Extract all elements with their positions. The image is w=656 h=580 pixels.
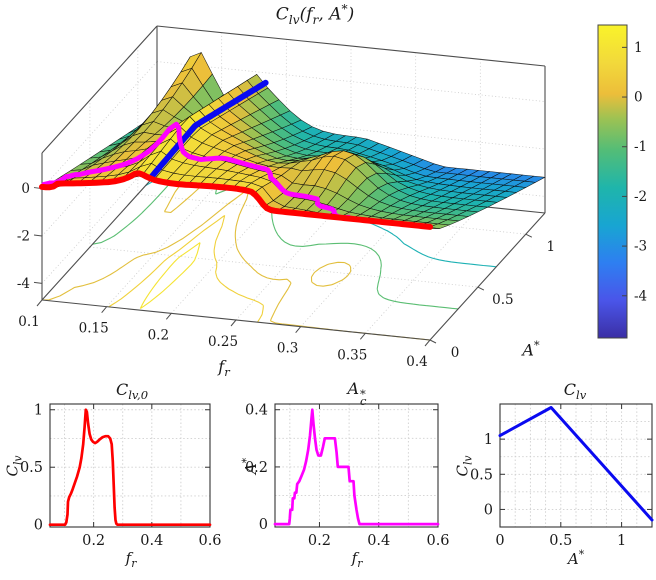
subplot-clv-slice: 0 0.5 1 0 0.5 1 xyxy=(470,403,654,549)
svg-text:0.5: 0.5 xyxy=(492,292,513,308)
surface-xaxis-label: fr xyxy=(218,357,230,380)
blue-slice-line-3d xyxy=(147,79,269,181)
svg-text:0: 0 xyxy=(259,517,268,533)
surface-plot-title: Clv(fr, A*) xyxy=(275,2,355,28)
svg-text:0.2: 0.2 xyxy=(148,327,169,343)
svg-text:0.5: 0.5 xyxy=(20,460,43,476)
svg-text:-3: -3 xyxy=(634,239,647,255)
subplot3-yaxis-label: Clv xyxy=(453,455,475,477)
svg-text:0.5: 0.5 xyxy=(470,467,493,483)
svg-text:0.15: 0.15 xyxy=(79,321,109,337)
svg-text:0.3: 0.3 xyxy=(277,341,298,357)
svg-text:0: 0 xyxy=(451,345,460,361)
subplot3-title: Clv xyxy=(563,380,587,403)
subplot2-xaxis-label: fr xyxy=(351,549,363,570)
subplot-clv0: 0.2 0.4 0.6 0 0.5 1 xyxy=(20,403,222,549)
svg-text:1: 1 xyxy=(34,403,43,419)
subplot2-yaxis-label: A* xyxy=(240,457,260,475)
svg-text:0.2: 0.2 xyxy=(245,460,268,476)
svg-text:0.4: 0.4 xyxy=(406,354,427,370)
subplot1-title: Clv,0 xyxy=(115,380,149,403)
svg-text:1: 1 xyxy=(634,40,643,56)
magenta-critical-line-3d xyxy=(41,121,351,221)
svg-text:0.4: 0.4 xyxy=(367,533,390,549)
subplot-ac-critical: 0.2 0.4 0.6 0 0.2 0.4 xyxy=(245,403,450,549)
svg-text:0.4: 0.4 xyxy=(140,533,163,549)
svg-text:0: 0 xyxy=(634,90,643,106)
colorbar: 1 0 -1 -2 -3 -4 xyxy=(597,24,647,339)
svg-text:-2: -2 xyxy=(634,189,647,205)
subplot2-title: A * c xyxy=(347,379,367,409)
svg-text:1: 1 xyxy=(617,533,626,549)
svg-text:0: 0 xyxy=(495,533,504,549)
svg-text:1: 1 xyxy=(484,432,493,448)
svg-text:0: 0 xyxy=(34,518,43,534)
svg-text:0.6: 0.6 xyxy=(426,533,449,549)
svg-text:0.35: 0.35 xyxy=(337,347,367,363)
svg-text:0.1: 0.1 xyxy=(18,314,39,330)
svg-text:0: 0 xyxy=(484,502,493,518)
subplot1-yaxis-label: Clv xyxy=(3,455,25,477)
svg-text:-1: -1 xyxy=(634,139,647,155)
svg-text:0: 0 xyxy=(21,181,30,197)
svg-text:1: 1 xyxy=(547,239,556,255)
svg-text:-4: -4 xyxy=(634,288,647,304)
svg-text:-4: -4 xyxy=(17,276,30,292)
red-front-edge-line-3d xyxy=(39,170,433,230)
subplot3-xaxis-label: A* xyxy=(567,548,585,568)
surface-mesh xyxy=(41,52,546,229)
subplot1-xaxis-label: fr xyxy=(125,549,137,570)
svg-text:0.25: 0.25 xyxy=(208,334,238,350)
svg-text:0.6: 0.6 xyxy=(198,533,221,549)
svg-text:0.4: 0.4 xyxy=(245,403,268,419)
surface-yaxis-label: A* xyxy=(522,338,540,360)
svg-text:0.2: 0.2 xyxy=(308,533,331,549)
svg-text:0.5: 0.5 xyxy=(549,533,572,549)
svg-text:-2: -2 xyxy=(17,228,30,244)
axis-ticks-and-labels-3d: 0.1 0.15 0.2 0.25 0.3 0.35 0.4 0 0.5 1 0 -2 -4 xyxy=(17,181,555,370)
svg-text:0.2: 0.2 xyxy=(82,533,105,549)
